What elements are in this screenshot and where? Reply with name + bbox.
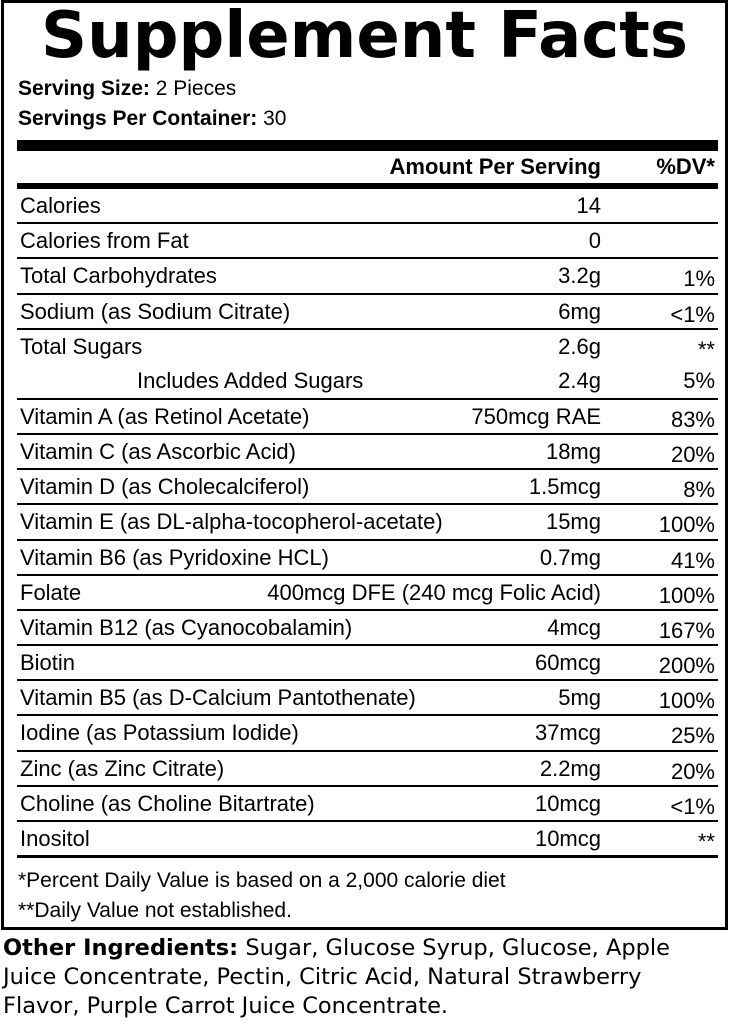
nutrient-row: Total Sugars 2.6g ** Includes Added Sugars 2… [17, 330, 718, 400]
nutrient-row: Vitamin B6 (as Pyridoxine HCL) 0.7mg 41% [17, 541, 718, 576]
other-ingredients-label: Other Ingredients: [3, 935, 239, 961]
servings-value: 30 [263, 107, 287, 130]
servings-per-container: Servings Per Container: 30 [18, 107, 286, 131]
footnote-not-established: **Daily Value not established. [18, 899, 292, 922]
footnote-dv: *Percent Daily Value is based on a 2,000… [18, 869, 506, 892]
nutrient-row: Choline (as Choline Bitartrate) 10mcg <1% [17, 787, 718, 822]
divider-thick [17, 140, 718, 151]
nutrient-dv: <1% [670, 301, 715, 327]
nutrient-name: Calories [20, 193, 101, 218]
nutrient-dv: 20% [670, 758, 715, 784]
nutrient-row: Folate 400mcg DFE (240 mcg Folic Acid) 100… [17, 576, 718, 611]
nutrient-amount: 3.2g [558, 263, 601, 289]
nutrient-name: Vitamin E (as DL-alpha-tocopherol-acetat… [20, 509, 443, 535]
nutrient-dv: <1% [670, 793, 715, 819]
nutrient-name: Vitamin B5 (as D-Calcium Pantothenate) [20, 685, 416, 711]
nutrient-amount: 2.2mg [539, 755, 601, 781]
nutrient-amount: 10mcg [534, 790, 601, 816]
servings-label: Servings Per Container: [18, 107, 258, 130]
nutrient-row: Vitamin B5 (as D-Calcium Pantothenate) 5m… [17, 681, 718, 717]
nutrient-dv: 20% [670, 441, 715, 467]
nutrient-row: Vitamin B12 (as Cyanocobalamin) 4mcg 167% [17, 611, 718, 647]
nutrient-name: Total Sugars [20, 333, 143, 359]
nutrient-name: Folate [20, 579, 82, 605]
nutrient-name: Total Carbohydrates [20, 263, 217, 289]
other-ingredients: Other Ingredients: Sugar, Glucose Syrup,… [3, 934, 723, 1021]
nutrient-dv: 100% [658, 688, 715, 714]
nutrient-amount: 0 [588, 228, 601, 254]
nutrient-name: Zinc (as Zinc Citrate) [20, 755, 225, 781]
divider-medium [17, 183, 718, 189]
serving-size-value: 2 Pieces [155, 77, 237, 100]
nutrient-amount: 2.6g [558, 333, 601, 359]
nutrient-row: Inositol 10mcg ** [17, 822, 718, 859]
nutrient-amount: 4mcg [547, 614, 601, 640]
nutrient-dv: 200% [658, 653, 715, 679]
nutrient-row: Biotin 60mcg 200% [17, 646, 718, 682]
serving-size: Serving Size: 2 Pieces [18, 77, 236, 101]
nutrient-amount: 400mcg DFE (240 mcg Folic Acid) [267, 579, 601, 605]
nutrient-dv: 167% [658, 617, 715, 643]
nutrient-row: Total Carbohydrates 3.2g 1% [17, 259, 718, 295]
nutrient-name: Calories from Fat [20, 228, 189, 254]
nutrient-dv: 8% [683, 477, 715, 503]
panel-title: Supplement Facts [41, 0, 688, 73]
nutrient-dv: 25% [670, 723, 715, 749]
nutrient-amount: 18mg [545, 438, 601, 464]
nutrient-name: Inositol [20, 826, 90, 851]
nutrient-dv: 1% [683, 266, 715, 292]
nutrient-amount: 10mcg [534, 826, 601, 851]
nutrient-row: Calories 14 [17, 189, 718, 225]
nutrient-dv: 100% [658, 582, 715, 608]
dv-header: %DV* [656, 154, 715, 179]
supplement-facts-panel: Supplement Facts Serving Size: 2 Pieces … [1, 0, 728, 930]
serving-size-label: Serving Size: [18, 77, 150, 100]
nutrient-dv: 100% [658, 512, 715, 538]
nutrient-name: Sodium (as Sodium Citrate) [20, 298, 291, 324]
nutrient-name: Vitamin C (as Ascorbic Acid) [20, 438, 296, 464]
nutrient-row: Vitamin E (as DL-alpha-tocopherol-acetat… [17, 505, 718, 541]
nutrient-name: Iodine (as Potassium Iodide) [20, 720, 299, 746]
nutrient-name: Vitamin B6 (as Pyridoxine HCL) [20, 544, 329, 570]
sub-nutrient-dv: 5% [683, 367, 715, 393]
nutrient-row: Vitamin C (as Ascorbic Acid) 18mg 20% [17, 435, 718, 471]
nutrient-name: Biotin [20, 650, 76, 676]
nutrient-row: Calories from Fat 0 [17, 224, 718, 260]
nutrient-amount: 14 [576, 193, 601, 218]
nutrient-table: Calories 14 Calories from Fat 0 Total Carboh… [17, 189, 718, 859]
nutrient-amount: 15mg [545, 509, 601, 535]
sub-nutrient-name: Includes Added Sugars [137, 367, 364, 393]
nutrient-name: Choline (as Choline Bitartrate) [20, 790, 315, 816]
nutrient-name: Vitamin A (as Retinol Acetate) [20, 403, 310, 429]
nutrient-name: Vitamin D (as Cholecalciferol) [20, 474, 310, 500]
nutrient-dv: ** [697, 829, 715, 854]
nutrient-amount: 37mcg [534, 720, 601, 746]
nutrient-amount: 6mg [558, 298, 601, 324]
nutrient-dv: 41% [670, 547, 715, 573]
nutrient-amount: 1.5mcg [528, 474, 601, 500]
nutrient-amount: 5mg [558, 685, 601, 711]
nutrient-amount: 0.7mg [539, 544, 601, 570]
sub-nutrient-amount: 2.4g [558, 367, 601, 393]
amount-header: Amount Per Serving [389, 154, 601, 179]
table-header: Amount Per Serving %DV* [17, 151, 718, 183]
nutrient-row: Iodine (as Potassium Iodide) 37mcg 25% [17, 716, 718, 752]
nutrient-row: Sodium (as Sodium Citrate) 6mg <1% [17, 295, 718, 330]
nutrient-row: Vitamin D (as Cholecalciferol) 1.5mcg 8% [17, 470, 718, 506]
nutrient-dv: ** [697, 336, 715, 362]
nutrient-name: Vitamin B12 (as Cyanocobalamin) [20, 614, 353, 640]
nutrient-amount: 60mcg [534, 650, 601, 676]
other-ingredients-text: Sugar, Glucose Syrup, Glucose, Apple Jui… [3, 935, 671, 1019]
nutrient-dv: 83% [670, 406, 715, 432]
nutrient-amount: 750mcg RAE [471, 403, 601, 429]
nutrient-row: Vitamin A (as Retinol Acetate) 750mcg RAE… [17, 400, 718, 435]
nutrient-row: Zinc (as Zinc Citrate) 2.2mg 20% [17, 752, 718, 787]
